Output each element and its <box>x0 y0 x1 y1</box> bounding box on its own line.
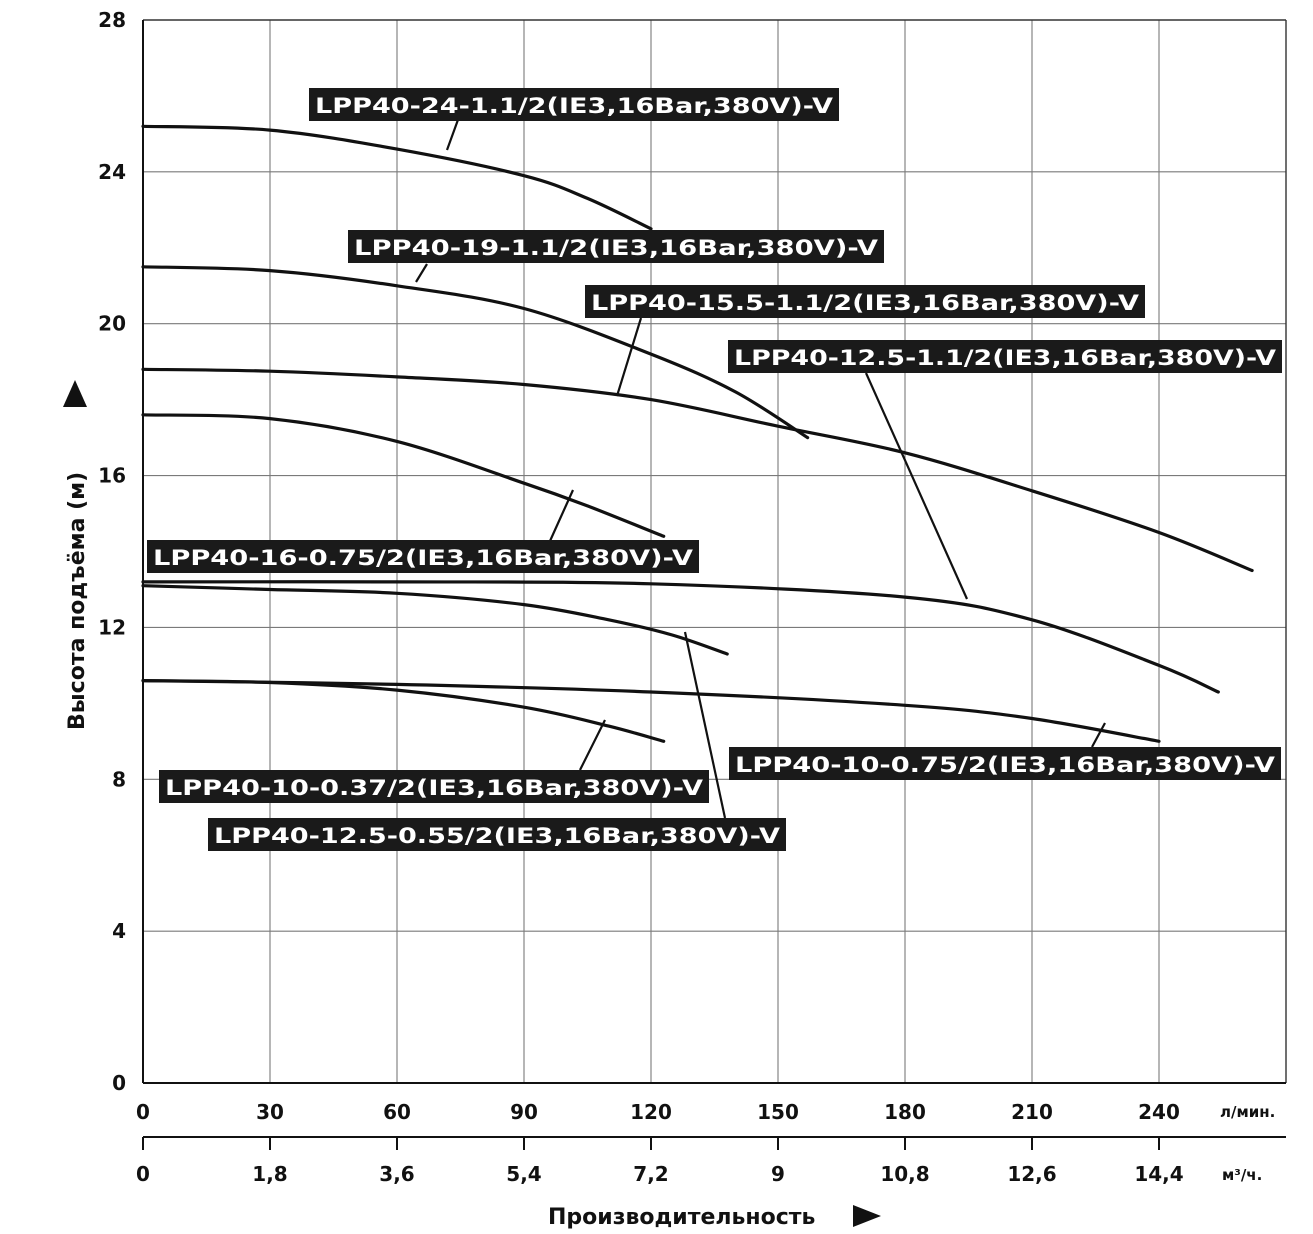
series-label-box <box>159 770 709 803</box>
triangle-up-icon <box>63 380 87 407</box>
label-leader-line <box>415 263 428 283</box>
performance-curves <box>141 124 1254 743</box>
series-curve <box>141 679 1161 743</box>
series-label-text: LPP40-12.5-0.55/2(IE3,16Bar,380V)-V <box>214 824 781 848</box>
series-label: LPP40-15.5-1.1/2(IE3,16Bar,380V)-V <box>585 285 1145 318</box>
series-curve <box>141 367 1254 573</box>
x-tick-label-primary: 60 <box>383 1100 411 1124</box>
x-axis-title: Производительность <box>548 1205 815 1230</box>
x-tick-label-primary: 120 <box>630 1100 672 1124</box>
series-label-box <box>309 88 839 121</box>
x-tick-label-secondary: 1,8 <box>252 1162 287 1186</box>
series-curve <box>141 584 729 656</box>
label-leader-line <box>1091 722 1106 748</box>
y-tick-label: 24 <box>98 160 126 184</box>
x-tick-label-secondary: 5,4 <box>506 1162 541 1186</box>
label-leader-line <box>445 116 461 151</box>
grid <box>143 19 1287 1083</box>
series-curve <box>141 413 666 538</box>
x-tick-label-primary: 150 <box>757 1100 799 1124</box>
y-tick-label: 4 <box>112 919 126 943</box>
series-label: LPP40-16-0.75/2(IE3,16Bar,380V)-V <box>147 540 699 573</box>
series-label-box <box>729 747 1281 780</box>
x-tick-label-secondary: 10,8 <box>880 1162 929 1186</box>
series-curve <box>141 580 1220 694</box>
x-tick-label-secondary: 0 <box>136 1162 150 1186</box>
series-label-box <box>147 540 699 573</box>
series-label: LPP40-12.5-1.1/2(IE3,16Bar,380V)-V <box>728 340 1282 373</box>
series-label-box <box>208 818 786 851</box>
series-label-text: LPP40-10-0.37/2(IE3,16Bar,380V)-V <box>165 776 704 800</box>
x-tick-label-primary: 30 <box>256 1100 284 1124</box>
y-tick-label: 28 <box>98 8 126 32</box>
series-label-text: LPP40-10-0.75/2(IE3,16Bar,380V)-V <box>735 753 1276 777</box>
series-curve <box>141 265 810 440</box>
axes: 0 4 8 12 16 20 24 28 0 30 60 90 120 150 180 210 240 0 1,8 3… <box>98 8 1286 1186</box>
y-tick-label: 8 <box>112 767 126 791</box>
x-tick-label-secondary: 3,6 <box>379 1162 414 1186</box>
series-label-box <box>728 340 1282 373</box>
y-tick-label: 20 <box>98 312 126 336</box>
x-tick-label-secondary: 12,6 <box>1007 1162 1056 1186</box>
series-label: LPP40-12.5-0.55/2(IE3,16Bar,380V)-V <box>208 818 786 851</box>
series-label-text: LPP40-16-0.75/2(IE3,16Bar,380V)-V <box>153 546 694 570</box>
label-leaders <box>415 116 1106 819</box>
label-leader-line <box>579 719 606 771</box>
series-label: LPP40-10-0.37/2(IE3,16Bar,380V)-V <box>159 770 709 803</box>
series-label: LPP40-24-1.1/2(IE3,16Bar,380V)-V <box>309 88 839 121</box>
x-tick-label-secondary: 9 <box>771 1162 785 1186</box>
series-label-text: LPP40-15.5-1.1/2(IE3,16Bar,380V)-V <box>591 291 1140 315</box>
series-label-box <box>585 285 1145 318</box>
x-tick-label-secondary: 14,4 <box>1134 1162 1183 1186</box>
series-label-text: LPP40-24-1.1/2(IE3,16Bar,380V)-V <box>315 94 834 118</box>
series-curve <box>141 124 653 231</box>
y-tick-label: 12 <box>98 615 126 639</box>
series-label: LPP40-10-0.75/2(IE3,16Bar,380V)-V <box>729 747 1281 780</box>
label-leader-line <box>683 631 727 819</box>
series-label-text: LPP40-12.5-1.1/2(IE3,16Bar,380V)-V <box>734 346 1277 370</box>
x-tick-label-primary: 90 <box>510 1100 538 1124</box>
series-label-box <box>348 230 884 263</box>
series-curve <box>141 679 666 743</box>
x-tick-label-primary: 210 <box>1011 1100 1053 1124</box>
series-labels: LPP40-24-1.1/2(IE3,16Bar,380V)-V LPP40-19… <box>147 88 1282 851</box>
x-primary-unit: л/мин. <box>1220 1103 1275 1121</box>
y-tick-label: 0 <box>112 1071 126 1095</box>
series-label-text: LPP40-19-1.1/2(IE3,16Bar,380V)-V <box>354 236 879 260</box>
x-secondary-unit: м³/ч. <box>1222 1166 1262 1184</box>
x-tick-label-primary: 180 <box>884 1100 926 1124</box>
triangle-right-icon <box>853 1205 881 1227</box>
y-axis-title: Высота подъёма (м) <box>65 472 90 730</box>
label-leader-line <box>615 317 643 397</box>
y-tick-label: 16 <box>98 464 126 488</box>
label-leader-line <box>548 489 575 542</box>
x-tick-label-secondary: 7,2 <box>633 1162 668 1186</box>
label-leader-line <box>864 372 969 600</box>
x-tick-label-primary: 240 <box>1138 1100 1180 1124</box>
x-tick-label-primary: 0 <box>136 1100 150 1124</box>
series-label: LPP40-19-1.1/2(IE3,16Bar,380V)-V <box>348 230 884 263</box>
